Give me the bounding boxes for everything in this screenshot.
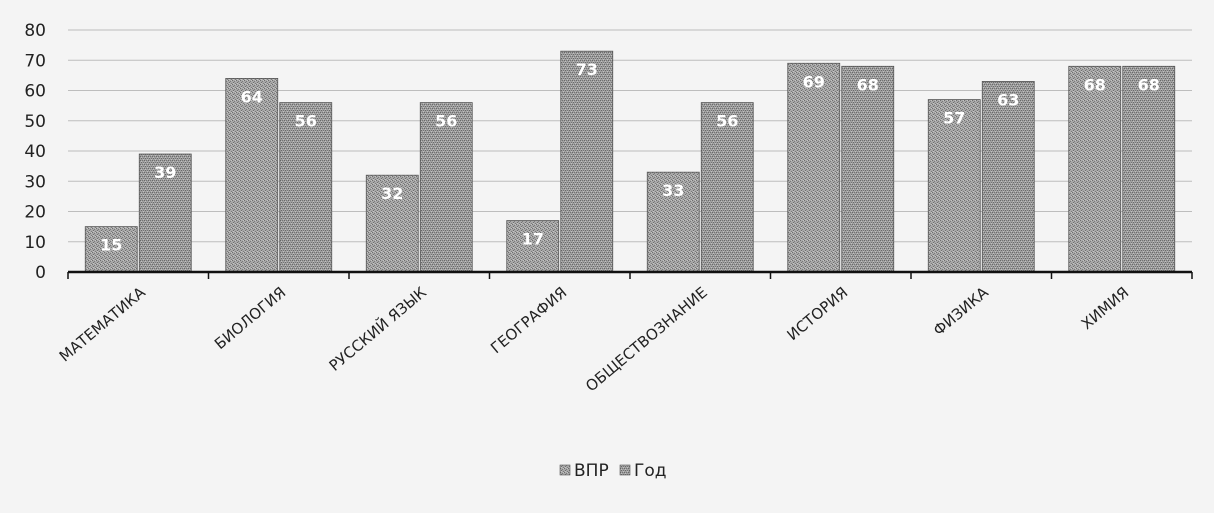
data-label: 68: [857, 75, 879, 94]
y-tick-label: 70: [24, 51, 46, 71]
bar-vpr: [225, 78, 279, 273]
data-label: 57: [943, 109, 965, 128]
bars: [84, 50, 1176, 273]
data-label: 56: [295, 112, 317, 131]
y-tick-label: 20: [24, 203, 46, 223]
data-label: 17: [522, 230, 544, 249]
data-label: 56: [435, 112, 457, 131]
bar-vpr: [506, 220, 560, 273]
bar-god: [279, 102, 333, 273]
bar-vpr: [365, 174, 419, 273]
y-tick-label: 50: [24, 112, 46, 132]
bar-god: [981, 81, 1035, 273]
bar-god: [560, 50, 614, 273]
category-label: РУССКИЙ ЯЗЫК: [325, 282, 430, 375]
data-label: 56: [716, 112, 738, 131]
data-label: 39: [154, 163, 176, 182]
category-label: ОБЩЕСТВОЗНАНИЕ: [582, 283, 711, 395]
data-label: 32: [381, 184, 403, 203]
bar-god: [841, 65, 895, 273]
y-tick-label: 60: [24, 82, 46, 102]
legend-label: ВПР: [574, 461, 609, 481]
data-label: 63: [997, 90, 1019, 109]
bar-god: [1122, 65, 1176, 273]
bar-god: [700, 102, 754, 273]
bar-vpr: [84, 226, 138, 273]
bar-vpr: [646, 171, 700, 273]
bar-vpr: [1068, 65, 1122, 273]
legend-swatch: [619, 464, 631, 476]
y-axis-ticks: 0 10 20 30 40 50 60 70 80: [24, 21, 46, 283]
category-label: ГЕОГРАФИЯ: [487, 283, 570, 357]
data-label: 64: [241, 87, 263, 106]
data-labels: 15 39 64 56 32 56 17 73 33 56 69 68 57 63 68 68: [100, 60, 1160, 254]
data-label: 68: [1138, 75, 1160, 94]
data-label: 73: [576, 60, 598, 79]
y-tick-label: 0: [35, 263, 46, 283]
category-label: БИОЛОГИЯ: [211, 283, 289, 353]
y-tick-label: 40: [24, 142, 46, 162]
data-label: 69: [803, 72, 825, 91]
category-labels: МАТЕМАТИКА БИОЛОГИЯ РУССКИЙ ЯЗЫК ГЕОГРАФИЯ О…: [56, 282, 1133, 395]
legend-swatch: [559, 464, 571, 476]
legend-label: Год: [634, 461, 667, 481]
data-label: 68: [1084, 75, 1106, 94]
x-axis: [67, 270, 1193, 279]
data-label: 33: [662, 181, 684, 200]
legend: ВПР Год: [559, 461, 667, 481]
category-label: МАТЕМАТИКА: [56, 283, 150, 366]
bar-god: [138, 153, 192, 273]
category-label: ИСТОРИЯ: [784, 283, 852, 344]
category-label: ФИЗИКА: [930, 283, 993, 340]
y-tick-label: 10: [24, 233, 46, 253]
category-label: ХИМИЯ: [1078, 283, 1133, 333]
data-label: 15: [100, 236, 122, 255]
bar-god: [419, 102, 473, 273]
bar-vpr: [787, 62, 841, 273]
y-tick-label: 80: [24, 21, 46, 41]
y-tick-label: 30: [24, 172, 46, 192]
